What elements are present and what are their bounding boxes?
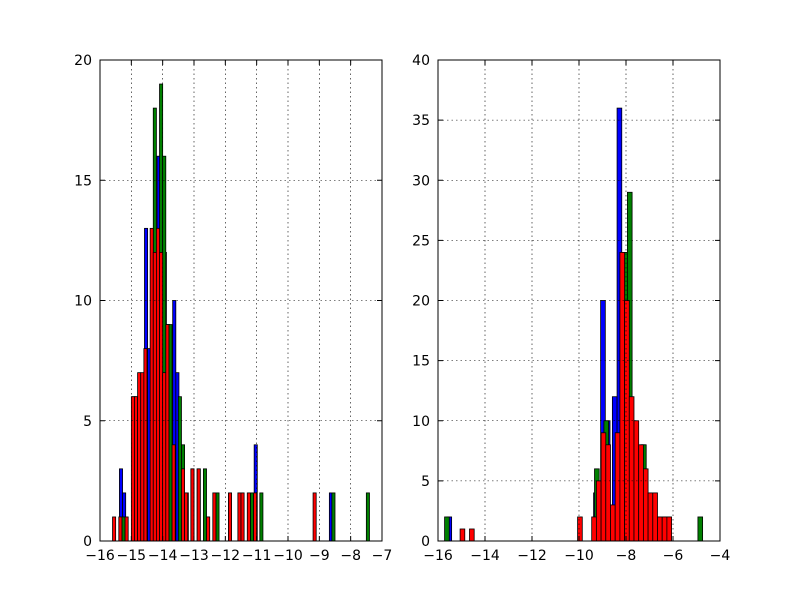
bar-series-2-bin-6 bbox=[140, 372, 145, 542]
bar-series-2-bin-17 bbox=[190, 468, 195, 542]
bar-series-2-bin-4 bbox=[134, 396, 138, 542]
bar-series-1-bin-5 bbox=[168, 324, 173, 542]
x-tick-label: −12 bbox=[517, 548, 547, 564]
x-tick-label: −13 bbox=[179, 548, 209, 564]
x-tick-label: −4 bbox=[710, 548, 731, 564]
y-tick-label: 5 bbox=[83, 414, 92, 430]
bar-series-1-bin-0 bbox=[444, 516, 450, 542]
x-tick-label: −10 bbox=[564, 548, 594, 564]
bars bbox=[444, 107, 704, 542]
x-tick-label: −11 bbox=[242, 548, 272, 564]
bar-series-2-bin-11 bbox=[159, 251, 164, 542]
x-tick-label: −14 bbox=[470, 548, 500, 564]
bar-series-2-bin-10 bbox=[624, 300, 630, 542]
left-histogram-panel: −16 −15 −14 −13 −12 −11 −10 −9 −8 −7 0 5 10 15 20 bbox=[74, 53, 392, 564]
bar-series-2-bin-2 bbox=[124, 516, 129, 542]
bar-series-2-bin-18 bbox=[661, 516, 668, 542]
bar-series-2-bin-5 bbox=[137, 372, 142, 542]
y-tick-label: 15 bbox=[412, 354, 430, 370]
x-tick-label: −14 bbox=[148, 548, 178, 564]
bar-series-2-bin-14 bbox=[171, 444, 176, 542]
bar-series-2-bin-3 bbox=[130, 396, 135, 542]
bar-series-2-bin-6 bbox=[605, 444, 611, 542]
bar-series-2-bin-12 bbox=[162, 372, 167, 542]
y-tick-label: 0 bbox=[421, 534, 430, 550]
y-tick-label: 40 bbox=[412, 53, 430, 69]
bar-series-2-bin-3 bbox=[591, 516, 597, 542]
x-tick-label: −16 bbox=[423, 548, 453, 564]
bar-series-2-bin-10 bbox=[155, 227, 160, 542]
bar-series-2-bin-11 bbox=[628, 396, 635, 542]
y-tick-label: 30 bbox=[412, 173, 430, 189]
bar-series-2-bin-25 bbox=[253, 492, 258, 542]
bar-series-2-bin-13 bbox=[165, 324, 170, 542]
y-tick-label: 20 bbox=[412, 294, 430, 310]
bar-series-2-bin-17 bbox=[657, 516, 663, 542]
bar-series-1-bin-14 bbox=[249, 492, 254, 542]
grid bbox=[438, 60, 720, 541]
bar-series-2-bin-4 bbox=[595, 480, 602, 542]
bar-series-2-bin-9 bbox=[619, 251, 625, 542]
bar-series-2-bin-26 bbox=[312, 492, 317, 542]
bar-series-2-bin-9 bbox=[152, 251, 157, 542]
bar-series-2-bin-14 bbox=[642, 468, 649, 542]
bar-series-2-bin-22 bbox=[237, 492, 242, 542]
bar-series-2-bin-1 bbox=[469, 528, 475, 542]
bar-series-2-bin-1 bbox=[118, 516, 123, 542]
bar-series-2-bin-19 bbox=[666, 516, 672, 542]
y-tick-label: 15 bbox=[74, 173, 92, 189]
bar-series-1-bin-17 bbox=[365, 492, 370, 542]
y-tick-label: 5 bbox=[421, 474, 430, 490]
bar-series-1-bin-12 bbox=[215, 492, 220, 542]
bar-series-2-bin-18 bbox=[196, 468, 201, 542]
bar-series-2-bin-23 bbox=[240, 492, 245, 542]
bar-series-2-bin-15 bbox=[181, 468, 185, 542]
y-tick-label: 10 bbox=[412, 414, 430, 430]
bar-series-2-bin-16 bbox=[652, 492, 658, 542]
bar-series-1-bin-0 bbox=[121, 516, 126, 542]
y-tick-label: 20 bbox=[74, 53, 92, 69]
bar-series-2-bin-21 bbox=[228, 492, 232, 542]
x-tick-label: −7 bbox=[372, 548, 393, 564]
bar-series-2-bin-20 bbox=[212, 492, 217, 542]
grid bbox=[100, 60, 382, 541]
bar-series-2-bin-8 bbox=[614, 432, 621, 542]
bar-series-2-bin-16 bbox=[184, 492, 189, 542]
right-histogram-panel: −16 −14 −12 −10 −8 −6 −4 0 5 10 15 20 25 30 35 40 bbox=[412, 53, 730, 564]
x-tick-label: −6 bbox=[663, 548, 684, 564]
bar-series-2-bin-0 bbox=[459, 528, 466, 542]
x-tick-label: −8 bbox=[340, 548, 361, 564]
bar-series-2-bin-15 bbox=[647, 492, 654, 542]
x-tick-label: −10 bbox=[273, 548, 303, 564]
bar-series-2-bin-13 bbox=[638, 444, 644, 542]
y-tick-label: 25 bbox=[412, 233, 430, 249]
x-tick-label: −8 bbox=[616, 548, 637, 564]
x-tick-label: −12 bbox=[211, 548, 241, 564]
x-tick-label: −9 bbox=[309, 548, 330, 564]
bar-series-1-bin-8 bbox=[697, 516, 704, 542]
x-tick-label: −16 bbox=[85, 548, 115, 564]
y-tick-label: 35 bbox=[412, 113, 430, 129]
bar-series-1-bin-16 bbox=[331, 492, 336, 542]
bar-series-2-bin-24 bbox=[246, 492, 251, 542]
bar-series-2-bin-5 bbox=[600, 432, 607, 542]
bar-series-2-bin-8 bbox=[149, 227, 154, 542]
y-tick-label: 10 bbox=[74, 294, 92, 310]
y-tick-label: 0 bbox=[83, 534, 92, 550]
bar-series-1-bin-6 bbox=[177, 396, 182, 542]
bar-series-1-bin-10 bbox=[202, 468, 207, 542]
x-tick-label: −15 bbox=[117, 548, 147, 564]
bar-series-2-bin-7 bbox=[143, 348, 148, 542]
bar-series-2-bin-0 bbox=[112, 516, 117, 542]
bar-series-2-bin-2 bbox=[577, 516, 583, 542]
bar-series-2-bin-19 bbox=[206, 516, 211, 542]
bar-series-2-bin-7 bbox=[610, 504, 616, 542]
bar-series-1-bin-15 bbox=[259, 492, 264, 542]
